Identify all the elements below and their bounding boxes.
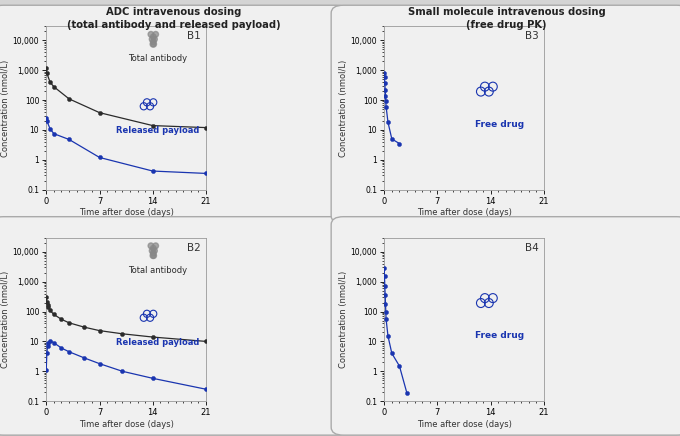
Circle shape [152,36,157,42]
Text: Total antibody: Total antibody [129,54,188,63]
Circle shape [152,248,157,254]
Circle shape [151,41,156,47]
Circle shape [150,253,156,259]
Circle shape [153,31,158,37]
Text: Released payload: Released payload [116,338,200,347]
Circle shape [153,243,158,249]
Circle shape [150,39,156,44]
Circle shape [150,250,156,256]
X-axis label: Time after dose (days): Time after dose (days) [417,208,511,218]
Circle shape [150,34,156,40]
Y-axis label: Concentration (nmol/L): Concentration (nmol/L) [339,271,348,368]
Circle shape [148,243,154,249]
Text: B4: B4 [526,242,539,252]
Text: Free drug: Free drug [475,120,524,129]
Y-axis label: Concentration (nmol/L): Concentration (nmol/L) [1,271,10,368]
X-axis label: Time after dose (days): Time after dose (days) [79,420,173,429]
Circle shape [150,36,155,42]
Text: Small molecule intravenous dosing
(free drug PK): Small molecule intravenous dosing (free … [408,7,605,30]
Y-axis label: Concentration (nmol/L): Concentration (nmol/L) [1,59,10,157]
Text: B3: B3 [526,31,539,41]
X-axis label: Time after dose (days): Time after dose (days) [417,420,511,429]
Circle shape [151,253,156,259]
Text: Released payload: Released payload [116,126,200,135]
Text: B2: B2 [188,242,201,252]
Circle shape [150,248,155,254]
Circle shape [148,31,154,37]
Text: ADC intravenous dosing
(total antibody and released payload): ADC intravenous dosing (total antibody a… [67,7,280,30]
Text: B1: B1 [188,31,201,41]
Text: Free drug: Free drug [475,331,524,340]
Circle shape [150,245,156,251]
Circle shape [150,41,156,47]
Text: Total antibody: Total antibody [129,266,188,275]
Y-axis label: Concentration (nmol/L): Concentration (nmol/L) [339,59,348,157]
X-axis label: Time after dose (days): Time after dose (days) [79,208,173,218]
